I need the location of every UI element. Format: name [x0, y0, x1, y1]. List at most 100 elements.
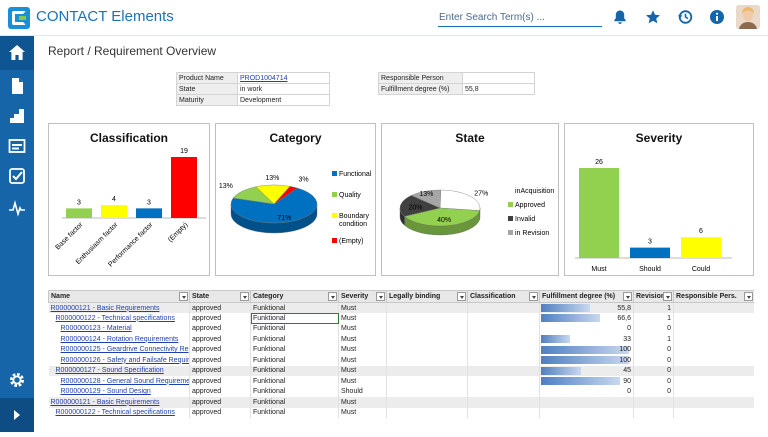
requirement-link[interactable]: R000000121 - Basic Requirements	[51, 305, 160, 312]
product-link-cell[interactable]: PROD1004714	[238, 73, 330, 84]
product-link[interactable]: PROD1004714	[240, 75, 287, 82]
cell-legally-binding	[387, 387, 468, 398]
column-header-severity[interactable]: Severity	[339, 291, 387, 303]
cell-category[interactable]: Funktional	[251, 366, 339, 377]
requirement-link[interactable]: R000000129 - Sound Design	[61, 388, 151, 395]
filter-dropdown-icon[interactable]	[179, 292, 188, 301]
requirement-link[interactable]: R000000121 - Basic Requirements	[51, 399, 160, 406]
cell-name[interactable]: R000000123 - Material	[49, 324, 190, 335]
filter-dropdown-icon[interactable]	[529, 292, 538, 301]
cell-category[interactable]: Funktional	[251, 376, 339, 387]
column-header-category[interactable]: Category	[251, 291, 339, 303]
fulfillment-bar	[541, 335, 570, 343]
legend-label: (Empty)	[339, 238, 364, 245]
column-header-revision[interactable]: Revision	[634, 291, 674, 303]
legend-label: Quality	[339, 192, 361, 199]
column-header-name[interactable]: Name	[49, 291, 190, 303]
cell-category[interactable]: Funktional	[251, 387, 339, 398]
cell-category[interactable]: Funktional	[251, 303, 339, 314]
category-chart: 71%13%13%3%FunctionalQualityBoundarycond…	[216, 124, 375, 275]
cell-severity: Must	[339, 334, 387, 345]
cell-category[interactable]: Funktional	[251, 408, 339, 419]
cell-fulfillment: 100	[540, 355, 634, 366]
column-header-responsible[interactable]: Responsible Pers.	[674, 291, 755, 303]
cell-responsible	[674, 376, 755, 387]
filter-dropdown-icon[interactable]	[240, 292, 249, 301]
checklist-icon[interactable]	[7, 166, 27, 186]
data-label: 26	[595, 159, 603, 166]
cell-fulfillment: 0	[540, 324, 634, 335]
cell-name[interactable]: R000000122 - Technical specifications	[49, 408, 190, 419]
requirement-link[interactable]: R000000124 - Rotation Requirements	[61, 336, 179, 343]
cell-name[interactable]: R000000128 - General Sound Requireme	[49, 376, 190, 387]
expand-bar[interactable]	[0, 398, 34, 432]
cell-category[interactable]: Funktional	[251, 324, 339, 335]
column-header-legal[interactable]: Legally binding	[387, 291, 468, 303]
history-icon[interactable]	[677, 9, 693, 25]
cell-category[interactable]: Funktional	[251, 334, 339, 345]
chart-icon[interactable]	[7, 198, 27, 218]
bell-icon[interactable]	[612, 9, 628, 25]
search-input[interactable]	[438, 9, 602, 27]
cell-category[interactable]: Funktional	[251, 345, 339, 356]
cell-responsible	[674, 324, 755, 335]
filter-dropdown-icon[interactable]	[663, 292, 672, 301]
cell-state: approved	[190, 366, 251, 377]
avatar[interactable]	[736, 5, 760, 29]
requirement-link[interactable]: R000000125 - Geardrive Connectivity Re	[61, 346, 189, 353]
requirement-link[interactable]: R000000127 - Sound Specification	[56, 367, 164, 374]
column-header-state[interactable]: State	[190, 291, 251, 303]
cell-name[interactable]: R000000124 - Rotation Requirements	[49, 334, 190, 345]
document-icon[interactable]	[7, 76, 27, 96]
cell-category[interactable]: Funktional	[251, 397, 339, 408]
table-row[interactable]: R000000127 - Sound Specification approved…	[49, 366, 755, 377]
requirement-link[interactable]: R000000126 - Safety and Failsafe Requir	[61, 357, 190, 364]
cell-responsible	[674, 345, 755, 356]
responsibility-info-table: Responsible Person Fulfillment degree (%…	[378, 72, 535, 95]
cell-legally-binding	[387, 334, 468, 345]
slice-label: 13%	[219, 183, 233, 190]
cell-name[interactable]: R000000129 - Sound Design	[49, 387, 190, 398]
cell-name[interactable]: R000000121 - Basic Requirements	[49, 397, 190, 408]
settings-icon[interactable]	[7, 370, 27, 390]
slice-label: 71%	[277, 215, 291, 222]
cell-category[interactable]: Funktional	[251, 313, 339, 324]
fulfillment-bar	[541, 314, 600, 322]
cell-name[interactable]: R000000121 - Basic Requirements	[49, 303, 190, 314]
project-icon[interactable]	[7, 136, 27, 156]
filter-dropdown-icon[interactable]	[744, 292, 753, 301]
cell-category[interactable]: Funktional	[251, 355, 339, 366]
slice-label: 13%	[265, 175, 279, 182]
requirement-link[interactable]: R000000122 - Technical specifications	[56, 315, 175, 322]
filter-dropdown-icon[interactable]	[328, 292, 337, 301]
requirement-link[interactable]: R000000122 - Technical specifications	[56, 409, 175, 416]
requirement-link[interactable]: R000000123 - Material	[61, 325, 132, 332]
column-header-classification[interactable]: Classification	[468, 291, 540, 303]
cell-revision: 0	[634, 376, 674, 387]
cell-name[interactable]: R000000127 - Sound Specification	[49, 366, 190, 377]
filter-dropdown-icon[interactable]	[457, 292, 466, 301]
column-header-fulfillment[interactable]: Fulfillment degree (%)	[540, 291, 634, 303]
cell-name[interactable]: R000000125 - Geardrive Connectivity Re	[49, 345, 190, 356]
info-icon[interactable]	[709, 9, 725, 25]
structure-icon[interactable]	[7, 106, 27, 126]
filter-dropdown-icon[interactable]	[623, 292, 632, 301]
home-icon[interactable]	[7, 43, 27, 63]
contact-logo[interactable]	[8, 7, 30, 29]
cell-name[interactable]: R000000126 - Safety and Failsafe Requir	[49, 355, 190, 366]
star-icon[interactable]	[645, 9, 661, 25]
requirement-link[interactable]: R000000128 - General Sound Requireme	[61, 378, 190, 385]
cell-name[interactable]: R000000122 - Technical specifications	[49, 313, 190, 324]
expand-icon[interactable]	[0, 398, 34, 432]
filter-dropdown-icon[interactable]	[376, 292, 385, 301]
